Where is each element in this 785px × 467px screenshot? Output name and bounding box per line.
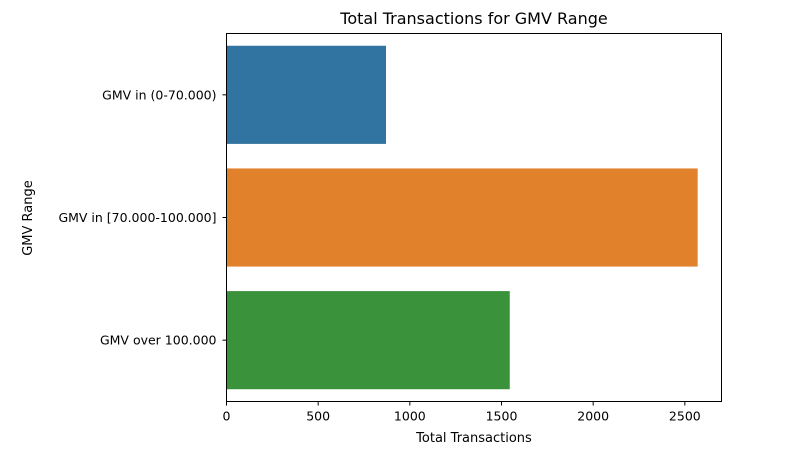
x-tick-label: 0 — [223, 409, 231, 424]
x-tick-label: 500 — [306, 409, 330, 424]
y-tick-label: GMV in (0-70.000) — [102, 87, 216, 102]
x-tick-label: 1500 — [486, 409, 518, 424]
bars-group — [226, 45, 698, 390]
y-axis-label: GMV Range — [21, 180, 36, 256]
y-tick-label: GMV in [70.000-100.000] — [58, 210, 216, 225]
x-axis-ticks: 0 500 1000 1500 2000 2500 — [223, 401, 701, 424]
bar-2 — [226, 168, 698, 267]
x-tick-label: 2000 — [577, 409, 609, 424]
y-axis-ticks: GMV in (0-70.000) GMV in [70.000-100.000]… — [58, 87, 227, 348]
chart-title: Total Transactions for GMV Range — [339, 9, 607, 28]
x-axis-label: Total Transactions — [415, 431, 532, 446]
x-tick-label: 2500 — [669, 409, 701, 424]
y-tick-label: GMV over 100.000 — [100, 333, 217, 348]
x-tick-label: 1000 — [394, 409, 426, 424]
bar-3 — [226, 291, 510, 390]
bar-1 — [226, 45, 386, 144]
